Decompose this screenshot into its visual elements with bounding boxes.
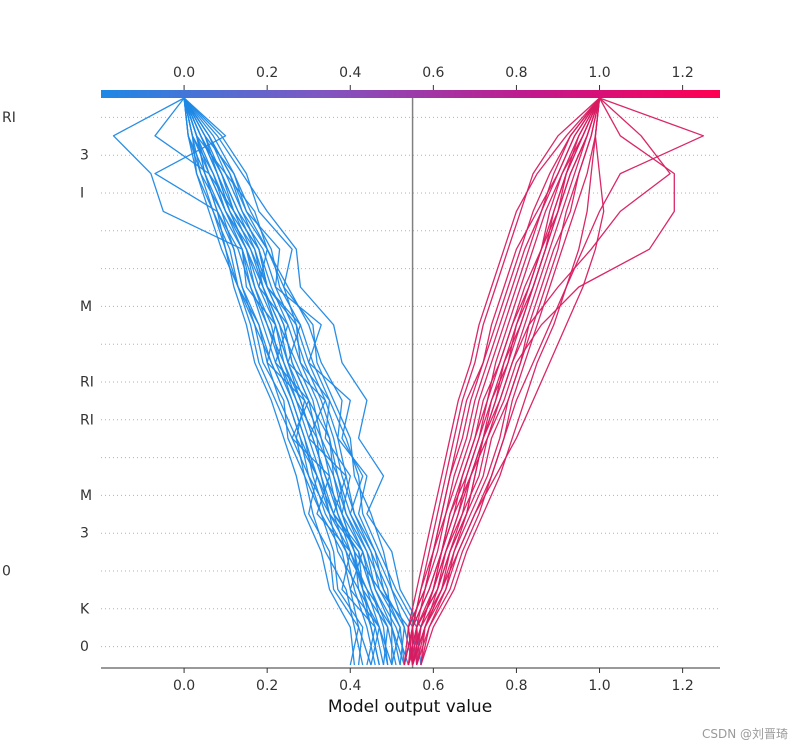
feature-label: K <box>80 601 90 617</box>
decision-path <box>183 97 364 666</box>
bottom-tick-label: 1.2 <box>671 678 693 694</box>
decision-path <box>411 97 605 666</box>
bottom-axis-ticks: 0.0 0.2 0.4 0.6 0.8 1.0 1.2 <box>173 668 694 694</box>
decision-path <box>407 97 601 666</box>
feature-label: RI <box>80 412 94 428</box>
colorbar <box>101 90 720 98</box>
feature-label: 3 <box>80 526 89 542</box>
decision-path <box>420 97 601 666</box>
feature-label: RI <box>2 110 16 126</box>
decision-path <box>183 97 385 666</box>
decision-path <box>183 97 405 666</box>
bottom-tick-label: 0.8 <box>505 678 527 694</box>
decision-path <box>183 97 422 666</box>
feature-label: M <box>80 488 92 504</box>
feature-label: 3 <box>80 148 89 164</box>
decision-path <box>420 97 601 666</box>
top-tick-label: 0.6 <box>422 65 444 81</box>
bottom-tick-label: 0.4 <box>339 678 361 694</box>
decision-path <box>183 97 389 666</box>
top-tick-label: 0.2 <box>256 65 278 81</box>
decision-path <box>183 97 401 666</box>
top-tick-label: 0.0 <box>173 65 195 81</box>
feature-label: RI <box>80 375 94 391</box>
bottom-tick-label: 1.0 <box>588 678 610 694</box>
decision-path <box>183 97 376 666</box>
watermark: CSDN @刘晋琦 <box>701 727 788 741</box>
decision-path <box>183 97 422 666</box>
bottom-tick-label: 0.2 <box>256 678 278 694</box>
x-axis-label: Model output value <box>328 697 492 717</box>
decision-path <box>407 97 600 666</box>
decision-paths <box>112 97 705 666</box>
top-axis-ticks: 0.0 0.2 0.4 0.6 0.8 1.0 1.2 <box>173 65 694 90</box>
decision-path <box>407 97 601 666</box>
decision-path <box>183 97 356 666</box>
decision-path <box>407 97 675 666</box>
decision-path <box>403 97 601 666</box>
top-tick-label: 0.8 <box>505 65 527 81</box>
top-tick-label: 1.2 <box>671 65 693 81</box>
top-tick-label: 0.4 <box>339 65 361 81</box>
feature-label: M <box>80 299 92 315</box>
bottom-tick-label: 0.0 <box>173 678 195 694</box>
decision-path <box>183 97 414 666</box>
feature-label: 0 <box>2 564 11 580</box>
decision-path <box>407 97 601 666</box>
feature-label: I <box>80 186 84 202</box>
decision-path <box>183 97 414 666</box>
decision-path <box>403 97 601 666</box>
feature-labels: RI 3 I M RI RI M 3 0 K 0 <box>2 110 94 655</box>
decision-path <box>183 97 389 666</box>
decision-path <box>416 97 671 665</box>
decision-path <box>183 97 372 666</box>
top-tick-label: 1.0 <box>588 65 610 81</box>
decision-path <box>420 97 601 666</box>
feature-label: 0 <box>80 639 89 655</box>
decision-path <box>411 97 705 666</box>
bottom-tick-label: 0.6 <box>422 678 444 694</box>
